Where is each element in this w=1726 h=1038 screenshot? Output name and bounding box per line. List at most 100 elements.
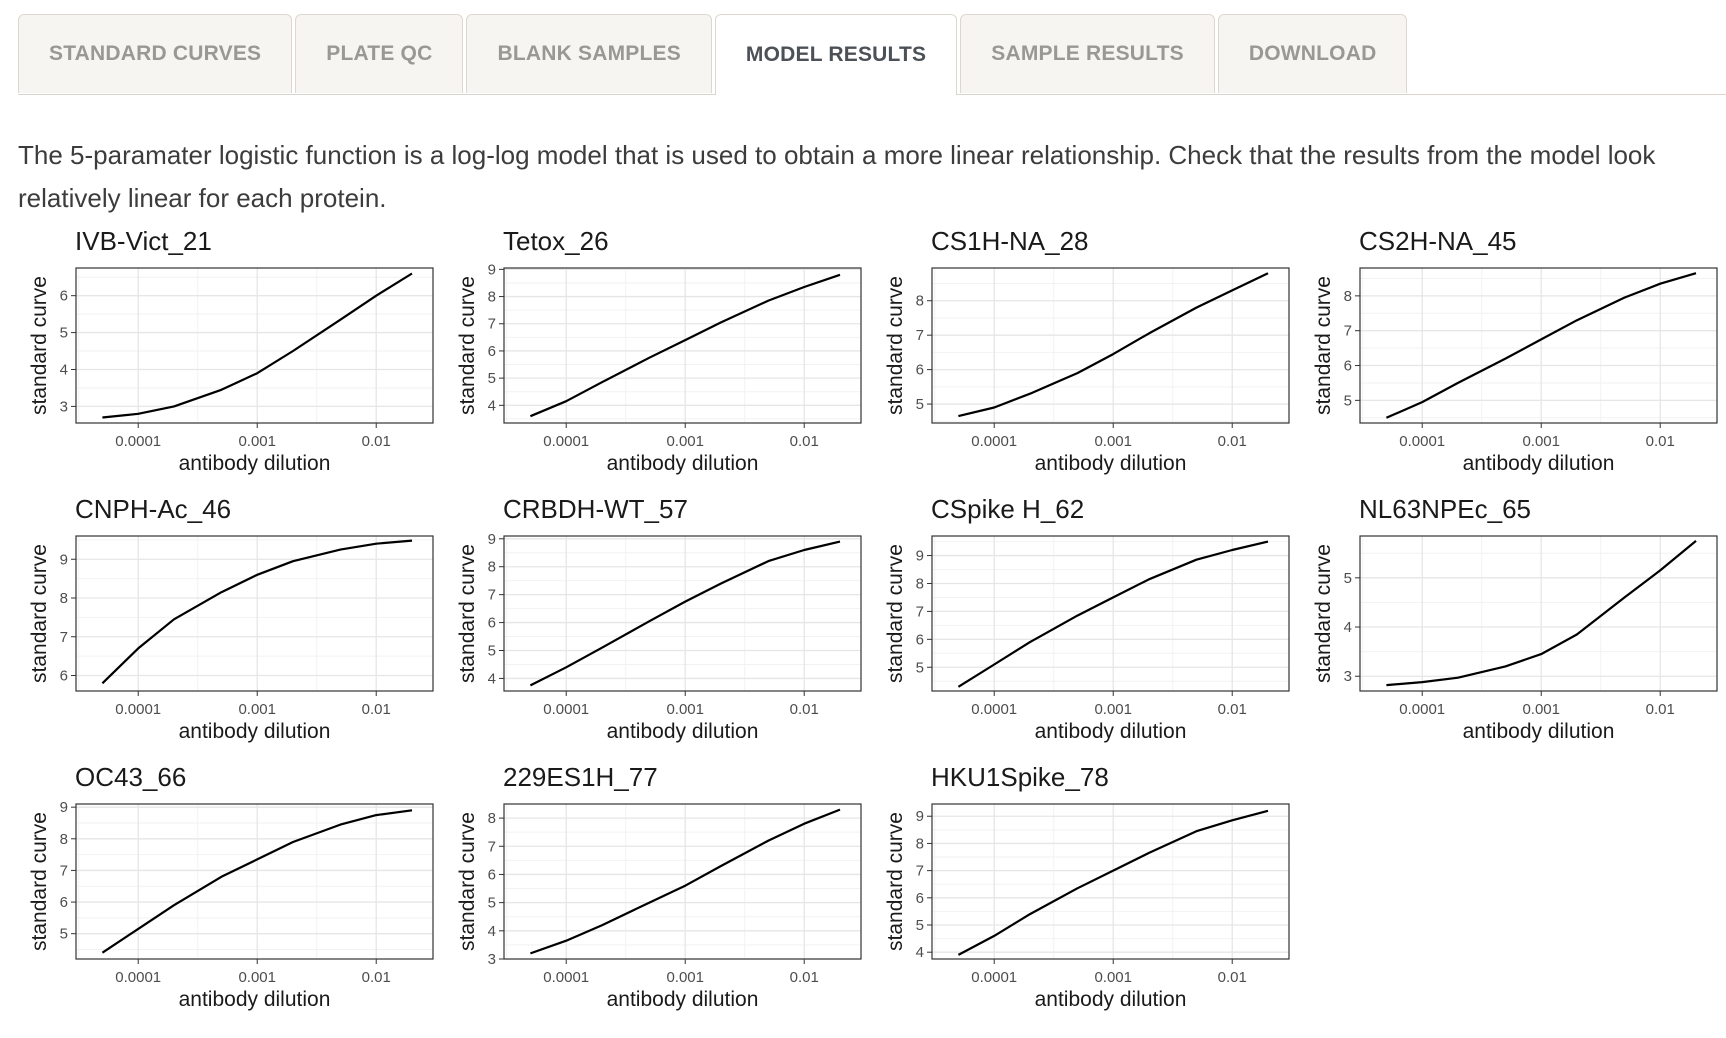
x-tick-label: 0.0001 bbox=[1399, 433, 1445, 450]
chart-panel: NL63NPEc_65 0.0001 0.001 0.01 3 4 5 antibody di… bbox=[1302, 494, 1726, 762]
x-tick-label: 0.0001 bbox=[543, 969, 589, 986]
standard-curve-line bbox=[529, 273, 841, 418]
x-tick-label: 0.01 bbox=[1218, 701, 1247, 718]
y-axis-label: standard curve bbox=[1312, 544, 1335, 683]
y-tick-label: 4 bbox=[916, 944, 924, 961]
standard-curve-line bbox=[102, 272, 413, 419]
standard-curve-line bbox=[530, 808, 841, 955]
y-tick-label: 7 bbox=[488, 316, 496, 333]
x-axis-label: antibody dilution bbox=[1035, 988, 1187, 1011]
y-tick-label: 9 bbox=[916, 808, 924, 825]
y-axis-label: standard curve bbox=[1312, 276, 1335, 415]
tab-standard-curves[interactable]: STANDARD CURVES bbox=[18, 14, 293, 93]
tab-blank-samples[interactable]: BLANK SAMPLES bbox=[466, 14, 712, 93]
chart-title: CS2H-NA_45 bbox=[1359, 226, 1517, 256]
tab-sample-results[interactable]: SAMPLE RESULTS bbox=[960, 14, 1215, 93]
x-tick-label: 0.01 bbox=[1218, 433, 1247, 450]
chart-title: CSpike H_62 bbox=[931, 494, 1085, 524]
y-tick-label: 5 bbox=[1344, 570, 1352, 587]
chart-svg: 0.0001 0.001 0.01 5 6 7 8 antibody dilution stan… bbox=[884, 267, 1290, 475]
y-axis-label: standard curve bbox=[884, 812, 907, 951]
plot-border bbox=[931, 267, 1290, 424]
plot-border bbox=[503, 267, 862, 424]
chart-panel: HKU1Spike_78 0.0001 0.001 0.01 4 5 6 7 8 9 antibod… bbox=[874, 762, 1301, 1030]
plot-border bbox=[503, 535, 862, 692]
y-tick-label: 6 bbox=[488, 343, 496, 360]
y-tick-label: 6 bbox=[60, 288, 68, 305]
y-tick-label: 6 bbox=[60, 894, 68, 911]
chart-title: HKU1Spike_78 bbox=[931, 762, 1109, 792]
chart-panel: Tetox_26 0.0001 0.001 0.01 4 5 6 7 8 9 antibody di… bbox=[446, 226, 873, 494]
plot-border bbox=[1359, 535, 1718, 692]
tab-download[interactable]: DOWNLOAD bbox=[1217, 14, 1408, 93]
x-tick-label: 0.0001 bbox=[115, 701, 161, 718]
y-tick-label: 8 bbox=[60, 590, 68, 607]
tab-plate-qc[interactable]: PLATE QC bbox=[295, 14, 464, 93]
y-tick-label: 4 bbox=[488, 397, 496, 414]
y-tick-label: 9 bbox=[488, 261, 496, 278]
y-tick-label: 5 bbox=[60, 926, 68, 943]
y-tick-label: 9 bbox=[916, 548, 924, 565]
plot-background bbox=[932, 804, 1289, 959]
x-axis-label: antibody dilution bbox=[607, 452, 759, 475]
chart-svg: 0.0001 0.001 0.01 4 5 6 7 8 9 antibody dilution st… bbox=[884, 803, 1290, 1011]
x-tick-label: 0.001 bbox=[1522, 433, 1560, 450]
chart-title: Tetox_26 bbox=[503, 226, 609, 256]
x-tick-label: 0.01 bbox=[1218, 969, 1247, 986]
y-tick-label: 7 bbox=[916, 863, 924, 880]
chart-panel: OC43_66 0.0001 0.001 0.01 5 6 7 8 9 antibody dilu… bbox=[18, 762, 445, 1030]
chart-svg: 0.0001 0.001 0.01 4 5 6 7 8 9 antibody dilution st… bbox=[456, 531, 862, 743]
chart-title: CS1H-NA_28 bbox=[931, 226, 1089, 256]
plot-background bbox=[76, 536, 433, 691]
x-tick-label: 0.001 bbox=[666, 701, 704, 718]
y-tick-label: 8 bbox=[488, 289, 496, 306]
chart-svg: 0.0001 0.001 0.01 6 7 8 9 antibody dilution stan… bbox=[28, 535, 434, 743]
y-tick-label: 6 bbox=[916, 362, 924, 379]
chart-svg: 0.0001 0.001 0.01 4 5 6 7 8 9 antibody dilution st… bbox=[456, 261, 862, 475]
y-tick-label: 5 bbox=[60, 325, 68, 342]
plot-background bbox=[76, 268, 433, 423]
chart-panel: CS1H-NA_28 0.0001 0.001 0.01 5 6 7 8 antibody di… bbox=[874, 226, 1301, 494]
y-axis-label: standard curve bbox=[456, 276, 479, 415]
y-tick-label: 6 bbox=[488, 866, 496, 883]
y-tick-label: 6 bbox=[488, 615, 496, 632]
plot-border bbox=[1359, 267, 1718, 424]
chart-svg: 0.0001 0.001 0.01 3 4 5 6 antibody dilution stan… bbox=[28, 267, 434, 475]
y-tick-label: 5 bbox=[1344, 392, 1352, 409]
x-axis-label: antibody dilution bbox=[179, 452, 331, 475]
y-axis-label: standard curve bbox=[884, 276, 907, 415]
standard-curve-line bbox=[1385, 272, 1697, 419]
standard-curve-line bbox=[529, 540, 841, 687]
plot-border bbox=[75, 803, 434, 960]
x-tick-label: 0.01 bbox=[362, 433, 391, 450]
plot-border bbox=[931, 803, 1290, 960]
y-tick-label: 6 bbox=[1344, 358, 1352, 375]
x-tick-label: 0.001 bbox=[1094, 701, 1132, 718]
y-tick-label: 6 bbox=[916, 890, 924, 907]
y-tick-label: 5 bbox=[488, 895, 496, 912]
x-tick-label: 0.01 bbox=[1646, 433, 1675, 450]
x-axis-label: antibody dilution bbox=[1463, 452, 1615, 475]
chart-panel: IVB-Vict_21 0.0001 0.001 0.01 3 4 5 6 antibody d… bbox=[18, 226, 445, 494]
plot-background bbox=[1360, 536, 1717, 691]
y-tick-label: 5 bbox=[488, 370, 496, 387]
x-axis-label: antibody dilution bbox=[607, 720, 759, 743]
y-tick-label: 3 bbox=[1344, 668, 1352, 685]
chart-title: OC43_66 bbox=[75, 762, 187, 792]
x-tick-label: 0.01 bbox=[790, 433, 819, 450]
tab-model-results[interactable]: MODEL RESULTS bbox=[714, 14, 958, 95]
x-tick-label: 0.01 bbox=[1646, 701, 1675, 718]
chart-svg: 0.0001 0.001 0.01 3 4 5 6 7 8 antibody dilution st… bbox=[456, 803, 862, 1011]
y-tick-label: 3 bbox=[60, 398, 68, 415]
y-tick-label: 8 bbox=[916, 293, 924, 310]
standard-curve-line bbox=[957, 809, 1269, 956]
y-axis-label: standard curve bbox=[456, 544, 479, 683]
y-tick-label: 4 bbox=[488, 923, 496, 940]
x-tick-label: 0.0001 bbox=[543, 701, 589, 718]
y-axis-label: standard curve bbox=[884, 544, 907, 683]
chart-title: CRBDH-WT_57 bbox=[503, 494, 688, 524]
y-tick-label: 9 bbox=[60, 799, 68, 816]
y-axis-label: standard curve bbox=[456, 812, 479, 951]
y-axis-label: standard curve bbox=[28, 812, 51, 951]
x-axis-label: antibody dilution bbox=[1035, 452, 1187, 475]
